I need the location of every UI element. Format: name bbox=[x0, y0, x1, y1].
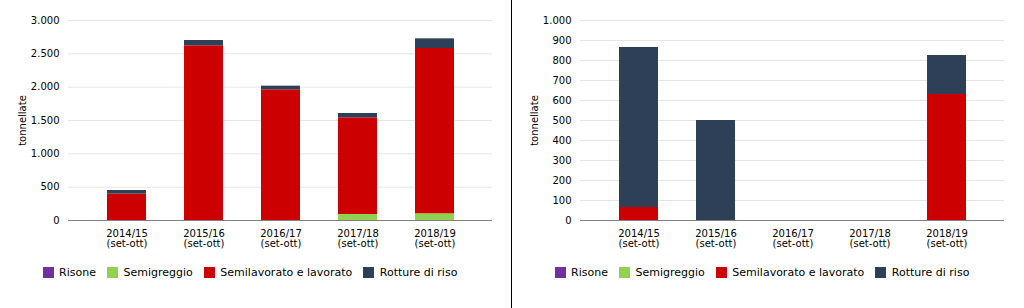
svg-text:2016/17(set-ott): 2016/17(set-ott) bbox=[772, 228, 814, 249]
svg-text:tonnellate: tonnellate bbox=[16, 95, 27, 146]
svg-text:0: 0 bbox=[53, 215, 59, 226]
svg-text:2.000: 2.000 bbox=[30, 81, 59, 92]
html-text:Risone: Risone bbox=[59, 266, 96, 279]
svg-text:500: 500 bbox=[552, 115, 571, 126]
svg-text:2015/16(set-ott): 2015/16(set-ott) bbox=[695, 228, 737, 249]
svg-text:0: 0 bbox=[565, 215, 571, 226]
svg-text:2.500: 2.500 bbox=[30, 48, 59, 59]
svg-text:800: 800 bbox=[552, 55, 571, 66]
svg-text:2015/16(set-ott): 2015/16(set-ott) bbox=[183, 228, 225, 249]
svg-text:1.000: 1.000 bbox=[542, 15, 571, 26]
svg-text:700: 700 bbox=[552, 75, 571, 86]
svg-text:300: 300 bbox=[552, 155, 571, 166]
html-text:Rotture di riso: Rotture di riso bbox=[891, 266, 970, 279]
svg-text:2018/19(set-ott): 2018/19(set-ott) bbox=[414, 228, 456, 249]
svg-text:tonnellate: tonnellate bbox=[528, 95, 539, 146]
html-text:Semilavorato e lavorato: Semilavorato e lavorato bbox=[220, 266, 353, 279]
svg-text:2014/15(set-ott): 2014/15(set-ott) bbox=[106, 228, 148, 249]
svg-text:2017/18(set-ott): 2017/18(set-ott) bbox=[849, 228, 891, 249]
html-text:Semilavorato e lavorato: Semilavorato e lavorato bbox=[732, 266, 865, 279]
svg-text:400: 400 bbox=[552, 135, 571, 146]
svg-text:2016/17(set-ott): 2016/17(set-ott) bbox=[260, 228, 302, 249]
svg-text:500: 500 bbox=[40, 181, 59, 192]
html-text:Risone: Risone bbox=[571, 266, 608, 279]
html-text:Rotture di riso: Rotture di riso bbox=[379, 266, 458, 279]
svg-text:200: 200 bbox=[552, 175, 571, 186]
svg-text:1.500: 1.500 bbox=[30, 115, 59, 126]
svg-text:3.000: 3.000 bbox=[30, 15, 59, 26]
svg-text:1.000: 1.000 bbox=[30, 148, 59, 159]
html-text:Semigreggio: Semigreggio bbox=[123, 266, 193, 279]
svg-text:900: 900 bbox=[552, 35, 571, 46]
svg-text:2014/15(set-ott): 2014/15(set-ott) bbox=[618, 228, 660, 249]
svg-text:2018/19(set-ott): 2018/19(set-ott) bbox=[926, 228, 968, 249]
svg-text:2017/18(set-ott): 2017/18(set-ott) bbox=[337, 228, 379, 249]
svg-text:100: 100 bbox=[552, 195, 571, 206]
html-text:Semigreggio: Semigreggio bbox=[635, 266, 705, 279]
svg-text:600: 600 bbox=[552, 95, 571, 106]
